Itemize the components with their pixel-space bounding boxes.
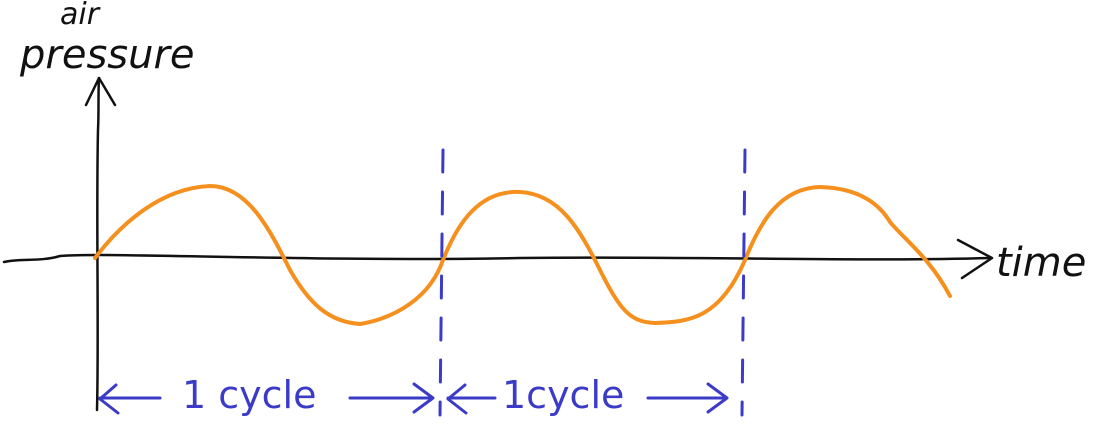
- y-axis-label-line2: pressure: [19, 32, 195, 78]
- cycle-1-label: 1 cycle: [182, 373, 316, 417]
- cycle-boundary-2: [740, 148, 747, 417]
- cycle-2-label: 1cycle: [502, 373, 624, 417]
- pressure-wave: [93, 184, 952, 326]
- cycle-annotation-1: 1 cycle: [98, 373, 435, 417]
- cycle-boundary-1: [438, 148, 445, 417]
- cycle-2-arrowhead-right: [706, 382, 729, 414]
- cycle-1-arrowhead-left: [98, 383, 120, 415]
- x-axis-label: time: [996, 240, 1086, 286]
- x-axis-arrowhead: [956, 238, 994, 280]
- cycle-1-arrowhead-right: [412, 382, 435, 414]
- cycle-annotation-2: 1cycle: [446, 373, 729, 417]
- x-axis: [2, 253, 992, 264]
- y-axis-arrowhead: [84, 76, 117, 107]
- y-axis-label-line1: air: [60, 0, 101, 32]
- cycle-2-arrowhead-left: [446, 383, 468, 415]
- y-axis: [95, 76, 101, 412]
